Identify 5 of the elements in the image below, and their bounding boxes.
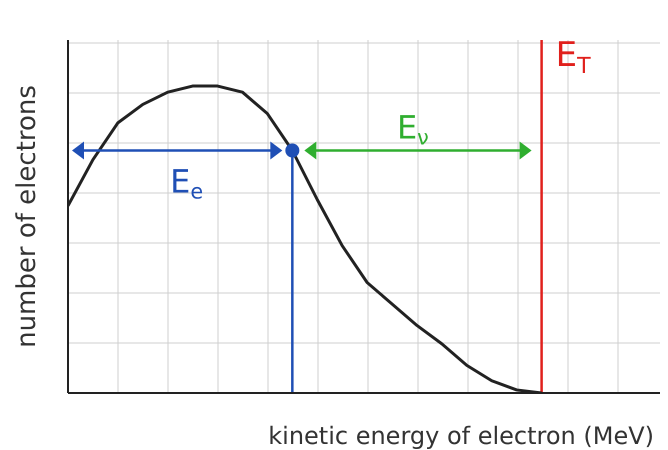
x-axis-title: kinetic energy of electron (MeV) [268, 422, 654, 450]
annotation: E$_{ν}$ [396, 108, 429, 150]
y-axis-title: number of electrons [12, 85, 42, 348]
annotation: E$_{e}$ [170, 162, 204, 204]
text: E$_{T}$ [556, 35, 592, 79]
